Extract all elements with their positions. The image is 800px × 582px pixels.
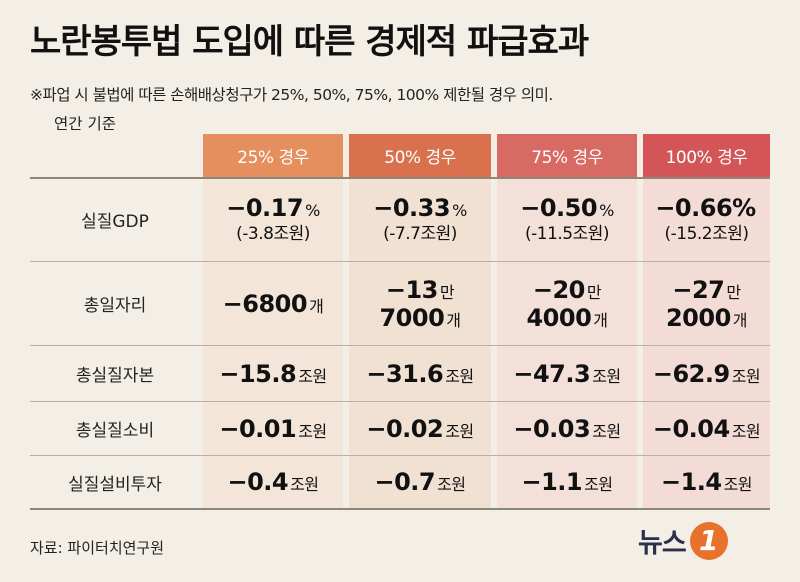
table-cell: −1.1 조원: [521, 468, 613, 496]
table-cell: −0.4 조원: [227, 468, 319, 496]
column-75-background: [497, 177, 637, 509]
row-divider: [30, 455, 770, 456]
subtitle-note: ※파업 시 불법에 따른 손해배상청구가 25%, 50%, 75%, 100%…: [30, 86, 553, 104]
table-cell: −0.66% (-15.2조원): [655, 193, 756, 244]
column-header-50: 50% 경우: [349, 134, 491, 177]
table-cell: −27 만 2000 개: [665, 275, 748, 332]
row-divider: [30, 345, 770, 346]
table-cell: −0.04 조원: [652, 414, 761, 443]
row-label-total-jobs: 총일자리: [83, 296, 147, 316]
table-cell: −0.01 조원: [219, 414, 327, 443]
table-cell: −15.8 조원: [219, 359, 327, 388]
row-label-real-gdp: 실질GDP: [81, 212, 149, 232]
table-cell: −0.50% (-11.5조원): [520, 193, 614, 244]
column-50-background: [349, 177, 491, 509]
table-cell: −0.7 조원: [374, 468, 466, 496]
logo-mark: 1: [689, 521, 728, 560]
table-top-border: [30, 177, 770, 179]
column-header-25: 25% 경우: [203, 134, 343, 177]
source-note: 자료: 파이터치연구원: [30, 539, 165, 557]
table-cell: −6800 개: [222, 289, 324, 318]
news1-logo: 뉴스 1: [638, 521, 728, 560]
row-divider: [30, 401, 770, 402]
table-cell: −47.3 조원: [513, 359, 621, 388]
column-25-background: [203, 177, 343, 509]
table-cell: −0.33% (-7.7조원): [373, 193, 467, 244]
page-title: 노란봉투법 도입에 따른 경제적 파급효과: [30, 22, 589, 62]
annual-basis-note: 연간 기준: [54, 115, 116, 133]
column-header-75: 75% 경우: [497, 134, 637, 177]
column-100-background: [643, 177, 770, 509]
table-cell: −13 만 7000 개: [379, 275, 461, 332]
row-label-total-real-capital: 총실질자본: [75, 366, 155, 386]
row-divider: [30, 261, 770, 262]
column-header-100: 100% 경우: [643, 134, 770, 177]
table-cell: −0.03 조원: [513, 414, 621, 443]
row-label-total-real-consumption: 총실질소비: [75, 421, 155, 441]
table-cell: −0.02 조원: [366, 414, 474, 443]
logo-text: 뉴스: [638, 528, 687, 559]
row-label-real-equipment-investment: 실질설비투자: [68, 474, 162, 495]
table-cell: −31.6 조원: [366, 359, 474, 388]
table-cell: −1.4 조원: [660, 468, 753, 496]
table-cell: −20 만 4000 개: [526, 275, 608, 332]
table-bottom-border: [30, 508, 770, 510]
table-cell: −62.9 조원: [652, 359, 761, 388]
table-cell: −0.17% (-3.8조원): [226, 193, 320, 244]
